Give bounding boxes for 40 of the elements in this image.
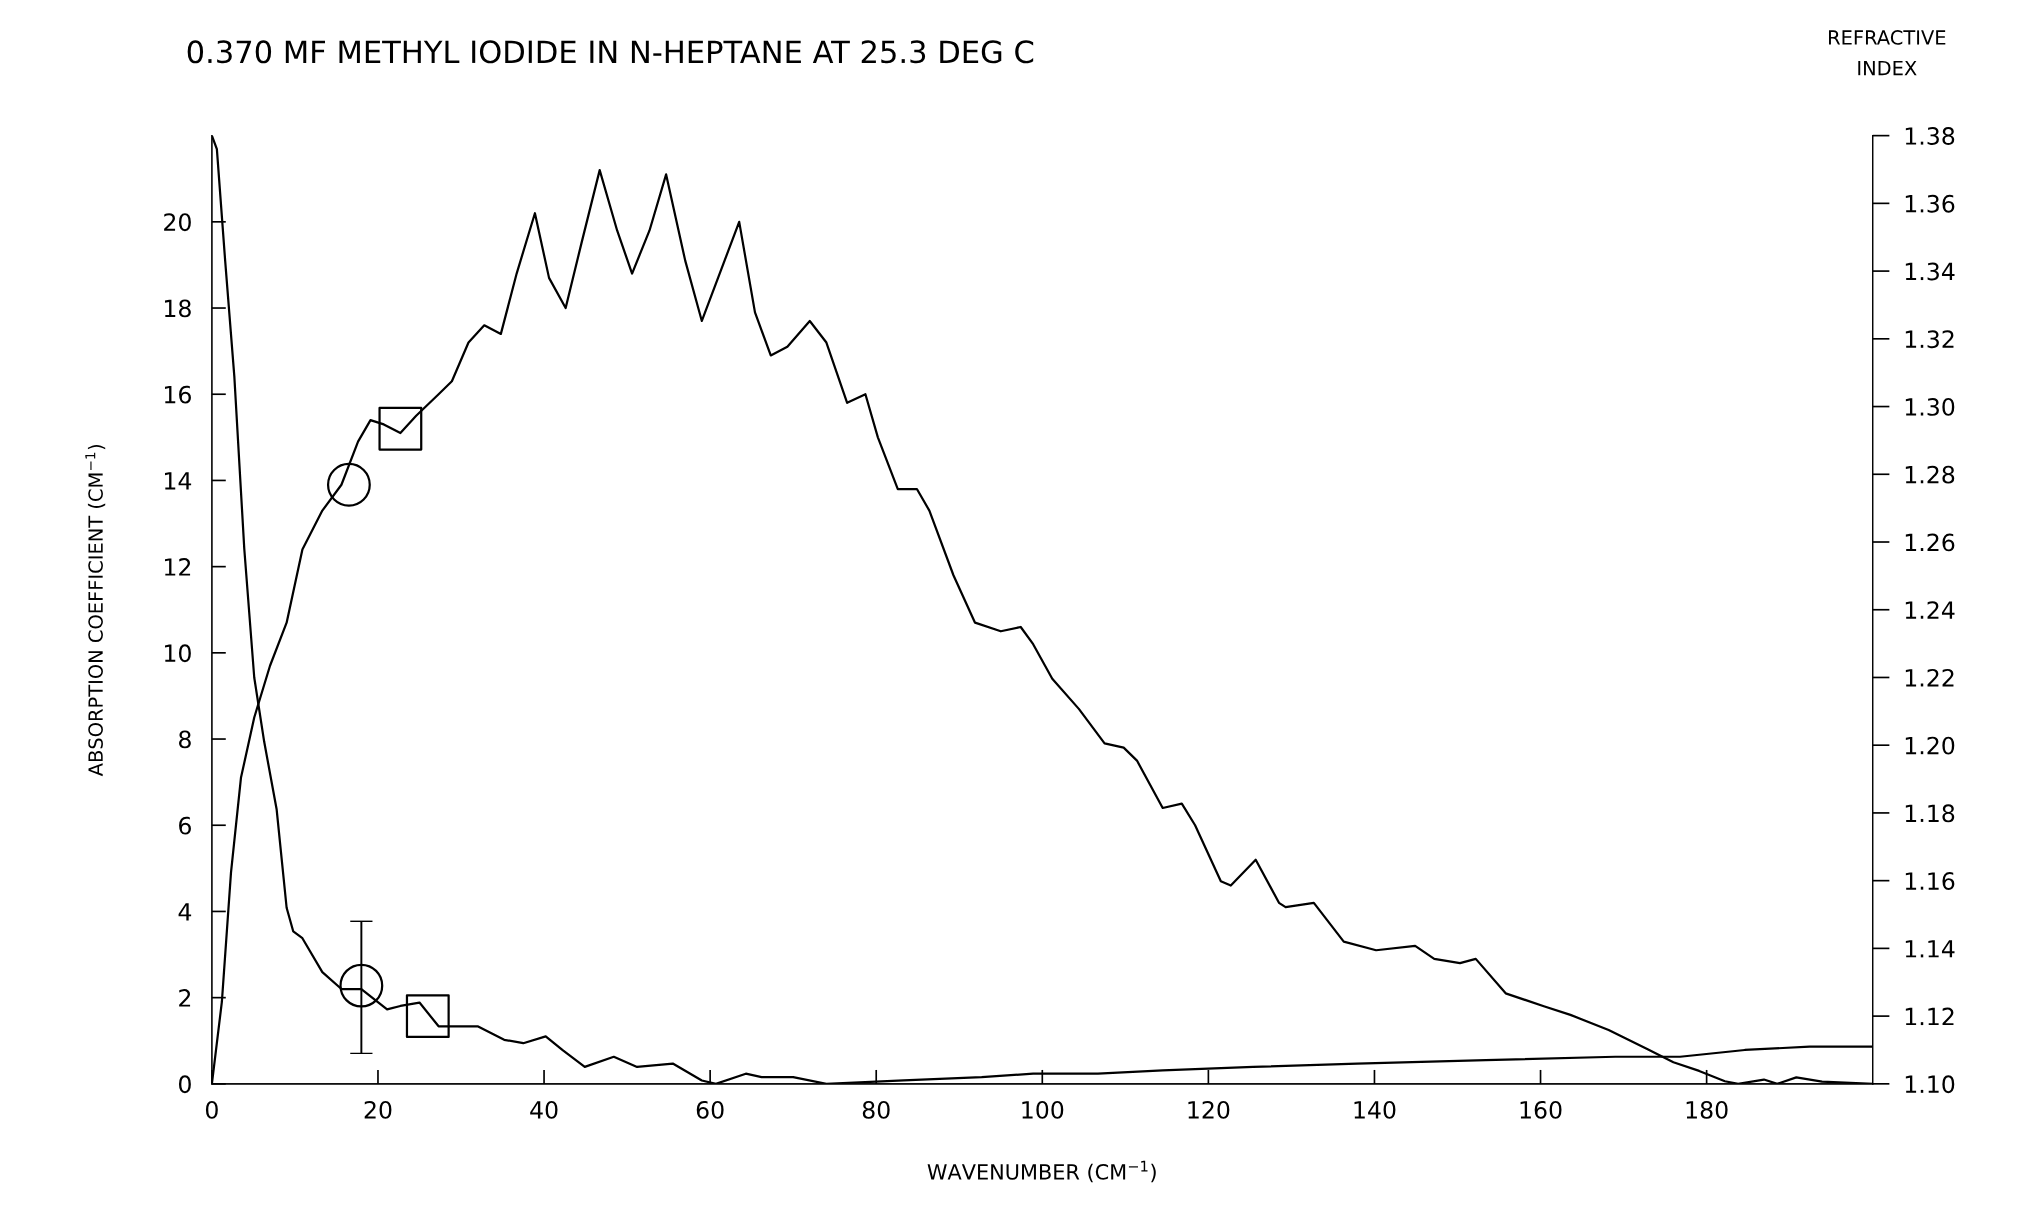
y2-tick-label: 1.30 — [1905, 398, 1955, 416]
y2-tick-label: 1.38 — [1905, 127, 1955, 145]
x-tick-label: 40 — [530, 1100, 558, 1119]
x-tick-label: 60 — [696, 1100, 724, 1119]
x-tick-label: 20 — [364, 1100, 392, 1119]
y-tick-label: 12 — [164, 558, 191, 576]
y2-tick-label: 1.32 — [1905, 330, 1954, 349]
y-tick-label: 16 — [164, 385, 191, 404]
y2-tick-label: 1.34 — [1905, 262, 1955, 281]
x-tick-label: 180 — [1686, 1100, 1728, 1119]
y2-axis-title: REFRACTIVE INDEX — [1829, 30, 1946, 76]
x-tick-label: 160 — [1520, 1100, 1562, 1119]
y2-tick-label: 1.36 — [1905, 194, 1955, 213]
chart-title: 0.370 MF METHYL IODIDE IN N-HEPTANE AT 25.3 DEG C — [187, 40, 1034, 64]
y2-tick-label: 1.12 — [1905, 1007, 1954, 1026]
x-tick-label: 80 — [862, 1100, 890, 1119]
y-axis-title: ABSORPTION COEFFICIENT (CM$^{−1}$) — [85, 445, 106, 777]
y-tick-label: 14 — [164, 472, 192, 490]
y-tick-label: 18 — [164, 299, 191, 318]
y2-tick-label: 1.14 — [1905, 940, 1955, 958]
y2-tick-label: 1.16 — [1905, 872, 1955, 890]
y2-tick-label: 1.22 — [1905, 668, 1954, 687]
y-tick-label: 2 — [179, 989, 191, 1007]
x-tick-label: 0 — [205, 1100, 218, 1119]
y-tick-label: 0 — [178, 1075, 191, 1094]
y-tick-label: 4 — [178, 903, 192, 921]
y2-tick-label: 1.10 — [1905, 1075, 1955, 1094]
x-tick-label: 100 — [1022, 1100, 1064, 1119]
y2-tick-label: 1.28 — [1905, 465, 1955, 484]
y-tick-label: 6 — [179, 816, 191, 835]
x-tick-label: 120 — [1188, 1100, 1230, 1119]
x-axis-title: WAVENUMBER (CM$^{−1}$) — [927, 1160, 1156, 1183]
x-tick-label: 140 — [1354, 1100, 1396, 1119]
y2-tick-label: 1.26 — [1905, 533, 1955, 552]
y2-tick-label: 1.20 — [1905, 736, 1955, 755]
y-tick-label: 8 — [179, 730, 191, 749]
y-tick-label: 20 — [164, 213, 191, 232]
y2-tick-label: 1.18 — [1905, 804, 1955, 823]
y-tick-label: 10 — [164, 644, 191, 663]
y2-tick-label: 1.24 — [1905, 601, 1955, 619]
